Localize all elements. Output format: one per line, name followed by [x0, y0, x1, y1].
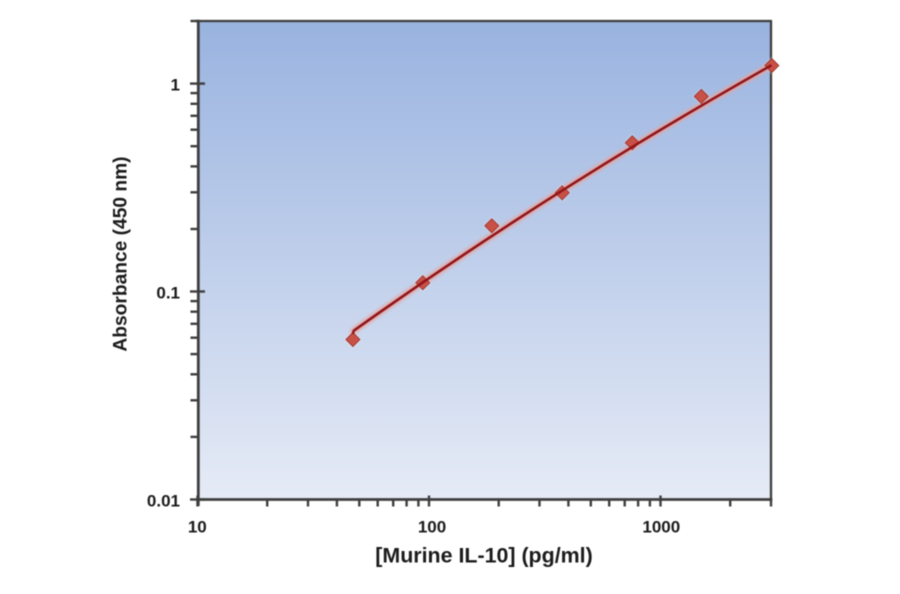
svg-text:0.1: 0.1 — [156, 284, 180, 303]
svg-text:0.01: 0.01 — [147, 492, 180, 511]
svg-text:1000: 1000 — [642, 518, 680, 537]
svg-text:100: 100 — [418, 518, 446, 537]
svg-text:1: 1 — [171, 76, 180, 95]
svg-text:[Murine IL-10] (pg/ml): [Murine IL-10] (pg/ml) — [375, 544, 592, 568]
svg-text:10: 10 — [188, 518, 207, 537]
svg-text:Absorbance (450 nm): Absorbance (450 nm) — [111, 156, 132, 351]
